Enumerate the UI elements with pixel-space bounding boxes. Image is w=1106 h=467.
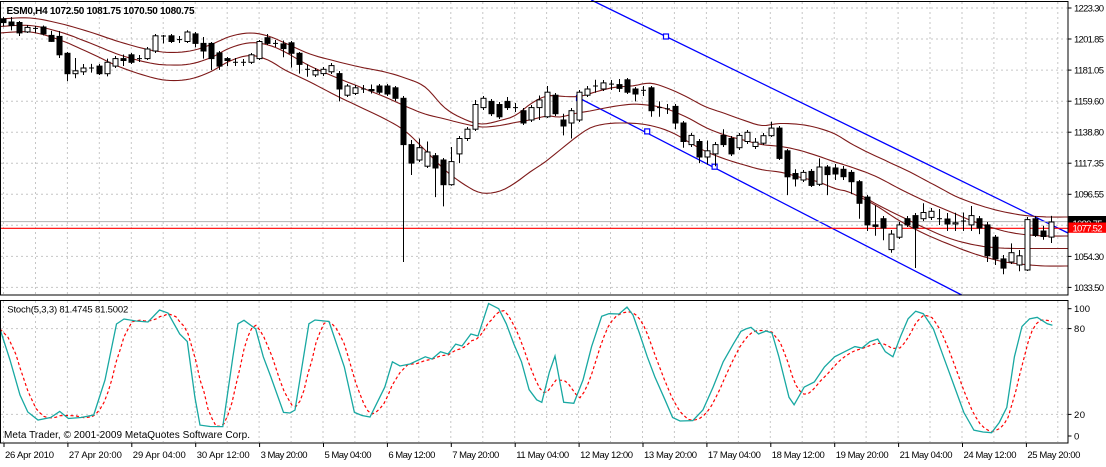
svg-text:1096.55: 1096.55 [1074,190,1104,201]
svg-text:5 May 04:00: 5 May 04:00 [325,450,372,461]
svg-text:1201.85: 1201.85 [1074,34,1104,45]
svg-text:20: 20 [1074,410,1085,421]
svg-text:30 Apr 12:00: 30 Apr 12:00 [197,450,250,461]
svg-text:100: 100 [1074,304,1090,315]
svg-text:1138.80: 1138.80 [1074,128,1104,139]
svg-text:13 May 20:00: 13 May 20:00 [644,450,697,461]
svg-text:19 May 20:00: 19 May 20:00 [836,450,889,461]
svg-text:26 Apr 2010: 26 Apr 2010 [5,450,54,461]
svg-text:80: 80 [1074,324,1085,335]
svg-text:18 May 12:00: 18 May 12:00 [772,450,825,461]
svg-text:1117.35: 1117.35 [1074,159,1104,170]
svg-text:11 May 04:00: 11 May 04:00 [516,450,569,461]
svg-text:1054.30: 1054.30 [1074,252,1104,263]
svg-text:Stoch(5,3,3) 81.4745 81.5002: Stoch(5,3,3) 81.4745 81.5002 [7,305,128,316]
svg-text:1033.50: 1033.50 [1074,283,1104,294]
svg-text:21 May 04:00: 21 May 04:00 [900,450,953,461]
svg-text:1159.60: 1159.60 [1074,97,1104,108]
svg-text:24 May 12:00: 24 May 12:00 [964,450,1017,461]
svg-text:Meta Trader, © 2001-2009 MetaQ: Meta Trader, © 2001-2009 MetaQuotes Soft… [4,430,250,441]
svg-text:29 Apr 04:00: 29 Apr 04:00 [133,450,186,461]
svg-text:ESM0,H4 1072.50 1081.75 1070.: ESM0,H4 1072.50 1081.75 1070.50 1080.75 [7,6,195,17]
svg-text:12 May 12:00: 12 May 12:00 [580,450,633,461]
svg-text:6 May 12:00: 6 May 12:00 [388,450,435,461]
svg-text:1223.30: 1223.30 [1074,3,1104,14]
svg-text:3 May 20:00: 3 May 20:00 [261,450,308,461]
svg-text:17 May 04:00: 17 May 04:00 [708,450,761,461]
svg-text:1077.52: 1077.52 [1073,223,1103,234]
svg-text:7 May 20:00: 7 May 20:00 [452,450,499,461]
svg-text:1181.05: 1181.05 [1074,66,1104,77]
svg-text:25 May 20:00: 25 May 20:00 [1027,450,1080,461]
svg-text:0: 0 [1074,431,1079,442]
svg-text:27 Apr 20:00: 27 Apr 20:00 [69,450,122,461]
